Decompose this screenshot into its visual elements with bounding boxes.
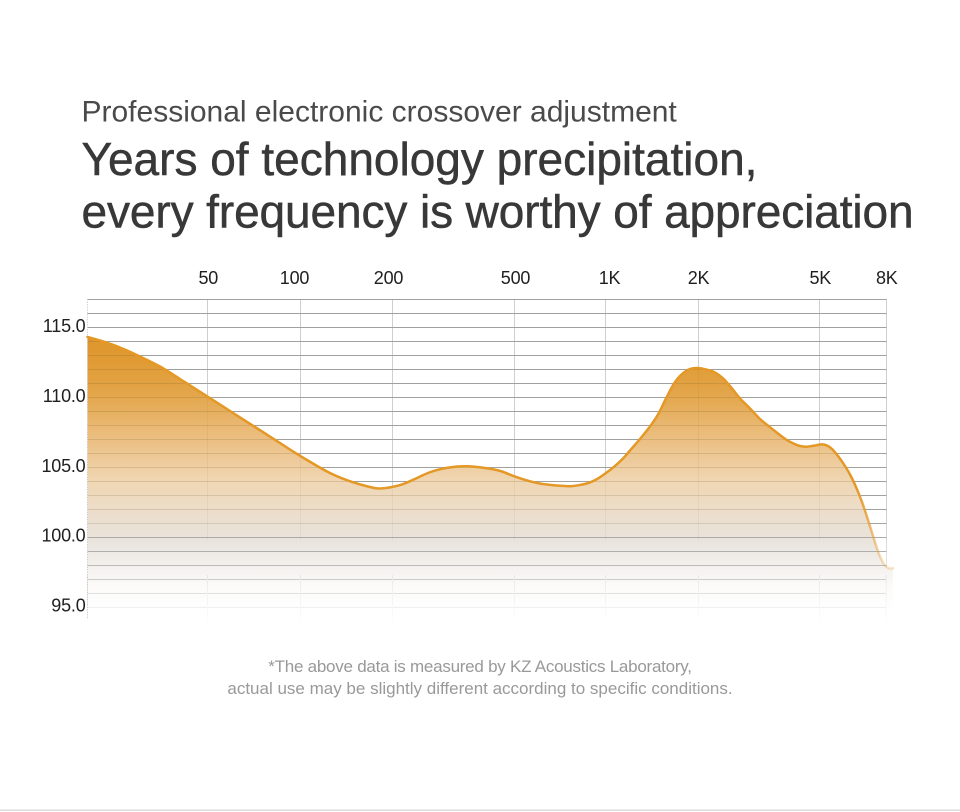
svg-text:2K: 2K	[688, 268, 710, 288]
svg-text:500: 500	[501, 268, 531, 288]
svg-text:95.0: 95.0	[51, 596, 85, 616]
svg-text:5K: 5K	[809, 268, 831, 288]
svg-text:50: 50	[198, 268, 218, 288]
svg-text:105.0: 105.0	[41, 456, 85, 476]
svg-text:Professional electronic crosso: Professional electronic crossover adjust…	[82, 96, 678, 129]
svg-text:actual use may be slightly dif: actual use may be slightly different acc…	[227, 679, 732, 698]
svg-text:115.0: 115.0	[43, 316, 86, 336]
svg-text:200: 200	[374, 268, 404, 288]
svg-text:110.0: 110.0	[43, 386, 86, 406]
svg-text:100.0: 100.0	[41, 526, 85, 546]
svg-text:*The above data is measured by: *The above data is measured by KZ Acoust…	[268, 657, 691, 676]
svg-text:Years of technology precipitat: Years of technology precipitation,	[82, 133, 758, 185]
svg-text:every frequency is worthy of a: every frequency is worthy of appreciatio…	[82, 186, 914, 238]
svg-text:8K: 8K	[876, 268, 898, 288]
svg-text:1K: 1K	[599, 268, 621, 288]
svg-text:100: 100	[280, 268, 310, 288]
